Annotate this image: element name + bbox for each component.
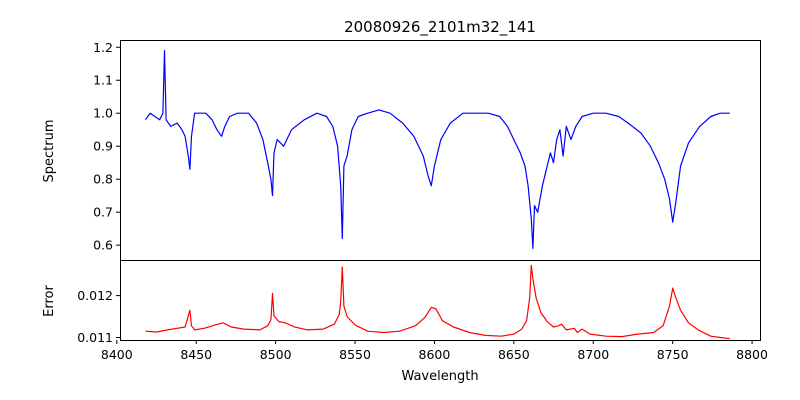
x-tick-label: 8600 — [419, 347, 451, 362]
x-tick-label: 8550 — [339, 347, 371, 362]
spectrum-line — [144, 49, 730, 250]
y-tick-label: 0.9 — [93, 139, 113, 154]
error-axes-frame — [120, 260, 761, 341]
spectrum-axes-frame — [120, 40, 761, 261]
y-tick-label: 1.1 — [93, 73, 113, 88]
error-line — [145, 264, 730, 340]
x-tick-label: 8400 — [101, 347, 133, 362]
x-tick-label: 8500 — [260, 347, 292, 362]
error-y-axis-label: Error — [42, 285, 57, 317]
y-tick-label: 0.012 — [77, 288, 113, 303]
x-tick-label: 8650 — [498, 347, 530, 362]
x-axis-label: Wavelength — [401, 369, 478, 384]
y-tick-label: 0.6 — [93, 238, 113, 253]
x-tick-label: 8450 — [180, 347, 212, 362]
y-tick-label: 0.011 — [77, 330, 113, 345]
x-tick-label: 8700 — [577, 347, 609, 362]
chart-title: 20080926_2101m32_141 — [344, 18, 536, 37]
y-tick-label: 1.2 — [93, 40, 113, 55]
spectrum-y-axis-label: Spectrum — [42, 120, 57, 183]
y-tick-label: 0.8 — [93, 172, 113, 187]
y-tick-label: 0.7 — [93, 205, 113, 220]
error-panel: 0.011 0.012 Error — [42, 260, 761, 345]
spectrum-panel: 0.6 0.7 0.8 0.9 1.0 1.1 1.2 Spectrum — [42, 40, 761, 261]
x-tick-label: 8750 — [657, 347, 689, 362]
x-tick-label: 8800 — [736, 347, 768, 362]
y-tick-label: 1.0 — [93, 106, 113, 121]
